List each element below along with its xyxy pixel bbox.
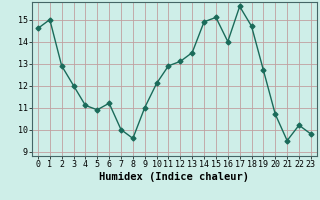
X-axis label: Humidex (Indice chaleur): Humidex (Indice chaleur) [100, 172, 249, 182]
